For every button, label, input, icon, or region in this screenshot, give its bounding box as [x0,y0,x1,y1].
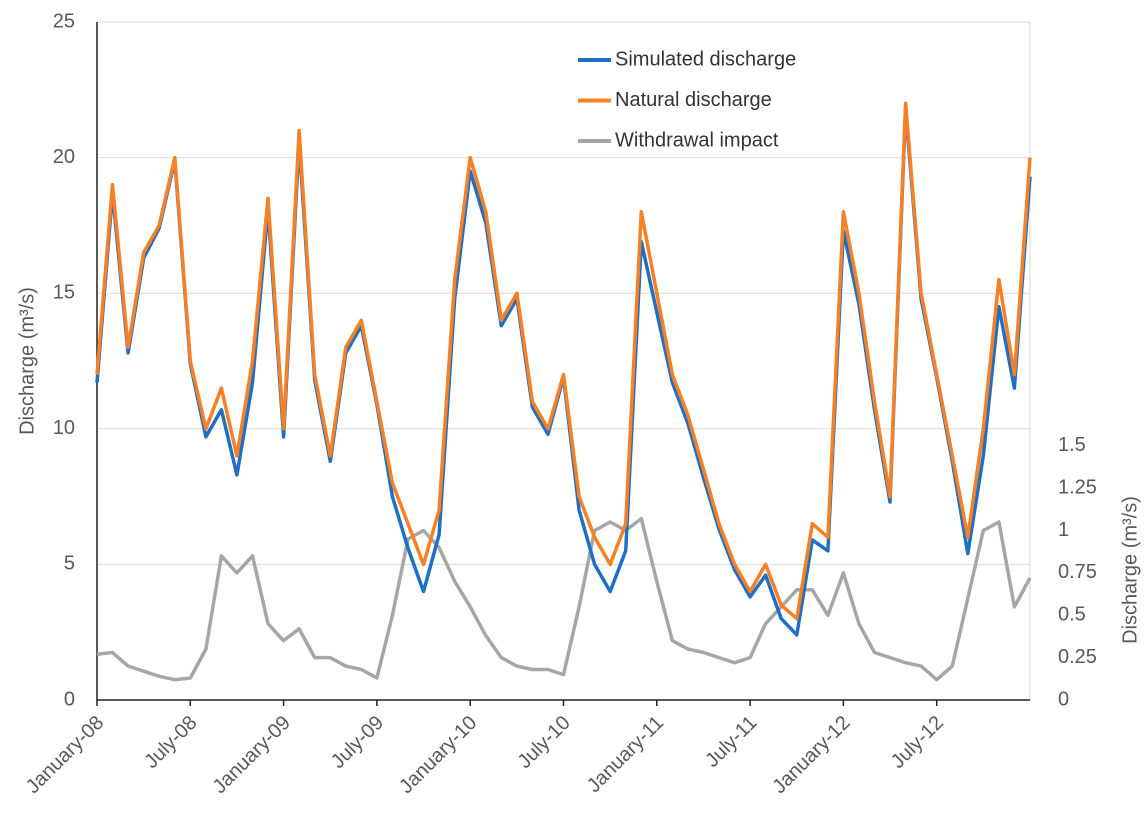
legend-label: Natural discharge [615,89,772,111]
y2-tick-label: 0.5 [1058,604,1086,626]
x-tick-label: July-09 [327,712,388,773]
y2-tick-label: 0.25 [1058,646,1097,668]
y-tick-label: 0 [64,688,75,710]
y2-tick-label: 0.75 [1058,561,1097,583]
y-axis-label: Discharge (m³/s) [16,287,38,435]
x-tick-label: July-12 [887,712,948,773]
x-tick-label: July-08 [140,712,201,773]
x-tick-label: January-10 [395,712,481,798]
y-tick-label: 10 [53,417,75,439]
x-tick-label: January-11 [583,712,668,797]
x-tick-label: January-08 [22,712,108,798]
y2-tick-label: 0 [1058,688,1069,710]
legend-label: Withdrawal impact [615,129,779,151]
y2-tick-label: 1.5 [1058,434,1086,456]
legend: Simulated discharge Natural discharge With… [578,48,796,151]
series-line [96,516,1032,682]
legend-label: Simulated discharge [615,48,796,70]
x-tick-label: July-11 [701,712,761,772]
x-tick-label: January-12 [768,712,854,798]
x-tick-label: January-09 [209,712,295,798]
x-tick-label: July-10 [514,712,575,773]
y2-axis-label: Discharge (m³/s) [1119,496,1141,644]
y-tick-label: 5 [64,553,75,575]
y-tick-label: 25 [53,10,75,32]
y2-tick-label: 1 [1058,519,1069,541]
y-tick-label: 20 [53,146,75,168]
y-tick-label: 15 [53,281,75,303]
y2-tick-label: 1.25 [1058,476,1097,498]
series-line [95,107,1032,637]
series-line [95,101,1032,621]
